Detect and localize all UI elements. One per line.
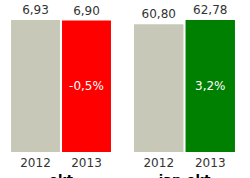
svg-text:-0,5%: -0,5% [69, 79, 104, 93]
svg-text:6,90: 6,90 [73, 4, 100, 18]
svg-text:3,2%: 3,2% [195, 79, 226, 93]
svg-text:2013: 2013 [71, 156, 102, 170]
svg-text:2012: 2012 [143, 156, 174, 170]
svg-text:60,80: 60,80 [142, 7, 176, 21]
svg-text:6,93: 6,93 [22, 3, 49, 17]
svg-text:okt: okt [49, 172, 73, 178]
svg-text:62,78: 62,78 [193, 3, 227, 17]
svg-text:2013: 2013 [195, 156, 226, 170]
svg-text:jan-okt: jan-okt [158, 172, 211, 178]
svg-text:2012: 2012 [20, 156, 51, 170]
